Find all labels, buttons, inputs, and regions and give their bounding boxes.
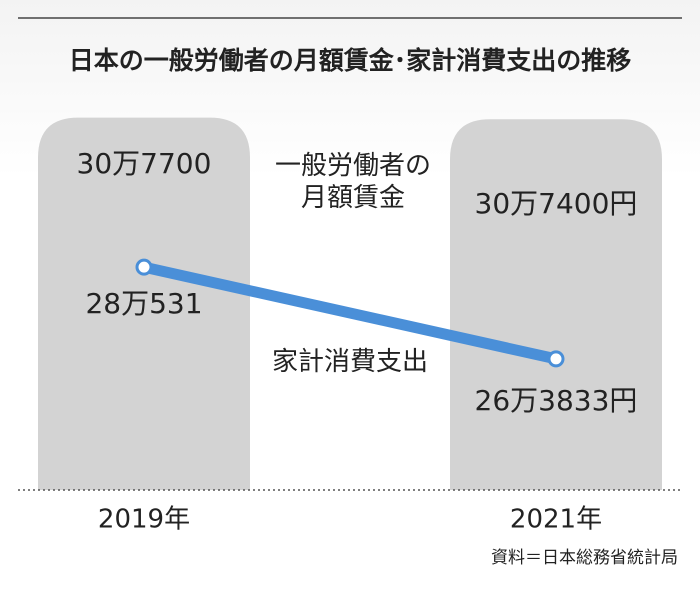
x-tick-label: 2021年 xyxy=(510,505,602,535)
line xyxy=(142,261,558,365)
value-label: 28万531 xyxy=(85,287,202,320)
value-label: 30万7400円 xyxy=(475,187,638,220)
legend-spending: 家計消費支出 xyxy=(271,347,428,377)
bar xyxy=(450,119,662,491)
line-marker xyxy=(135,258,153,276)
value-label: 26万3833円 xyxy=(475,384,638,417)
chart-title: 日本の一般労働者の月額賃金･家計消費支出の推移 xyxy=(69,46,632,75)
bar xyxy=(38,117,250,491)
legend-wage: 一般労働者の月額賃金 xyxy=(274,151,431,213)
value-label: 30万7700 xyxy=(77,147,212,180)
source: 資料＝日本総務省統計局 xyxy=(491,548,678,568)
line-marker xyxy=(547,350,565,368)
x-tick-label: 2019年 xyxy=(98,505,190,535)
